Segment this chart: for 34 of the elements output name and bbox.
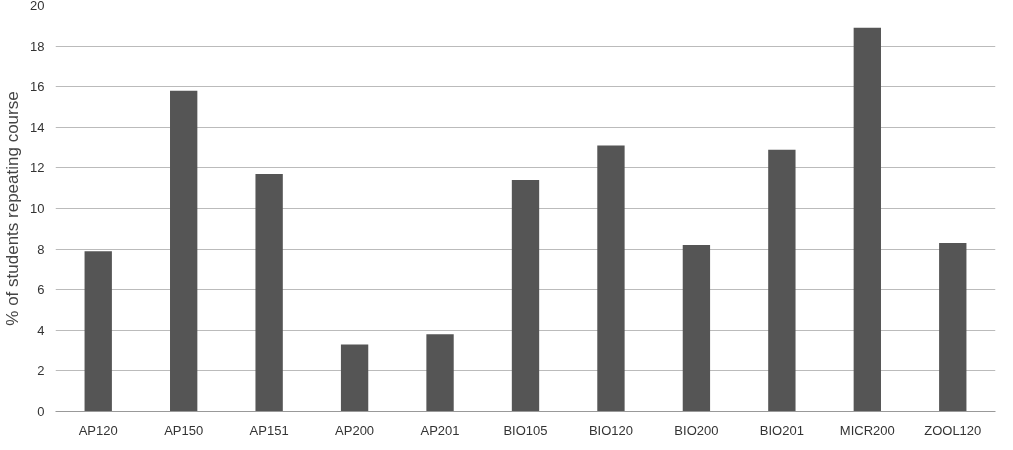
y-tick-label: 20: [30, 0, 45, 13]
y-axis-title: % of students repeating course: [3, 91, 23, 326]
bar: [597, 145, 625, 412]
bar: [340, 344, 369, 412]
x-tick-label: AP151: [249, 422, 289, 438]
y-tick-label: 4: [37, 322, 45, 338]
x-tick-label: BIO201: [759, 422, 804, 438]
bar: [255, 173, 283, 412]
y-tick-label: 16: [30, 79, 45, 95]
bar: [170, 90, 198, 412]
bar: [511, 180, 540, 412]
bar: [682, 245, 711, 412]
bar: [939, 243, 967, 412]
y-tick-label: 6: [37, 282, 45, 298]
y-tick-label: 0: [37, 404, 45, 419]
bar: [768, 149, 796, 412]
y-tick-label: 12: [30, 160, 45, 176]
x-tick-label: AP200: [335, 422, 375, 438]
y-tick-label: 8: [37, 241, 45, 257]
x-tick-label: BIO200: [674, 422, 719, 438]
y-tick-label: 18: [30, 38, 45, 54]
bar: [853, 27, 881, 412]
x-tick-label: AP150: [164, 422, 204, 438]
y-tick-label: 14: [30, 119, 45, 135]
x-tick-label: AP201: [420, 422, 460, 438]
x-tick-label: AP120: [78, 422, 118, 438]
x-tick-label: ZOOL120: [924, 422, 982, 438]
x-tick-label: MICR200: [839, 422, 895, 438]
y-tick-label: 10: [30, 201, 45, 216]
x-tick-label: BIO120: [588, 422, 634, 438]
bar: [84, 251, 112, 412]
bar: [426, 334, 454, 412]
y-tick-label: 2: [37, 363, 45, 379]
x-tick-label: BIO105: [503, 422, 548, 438]
